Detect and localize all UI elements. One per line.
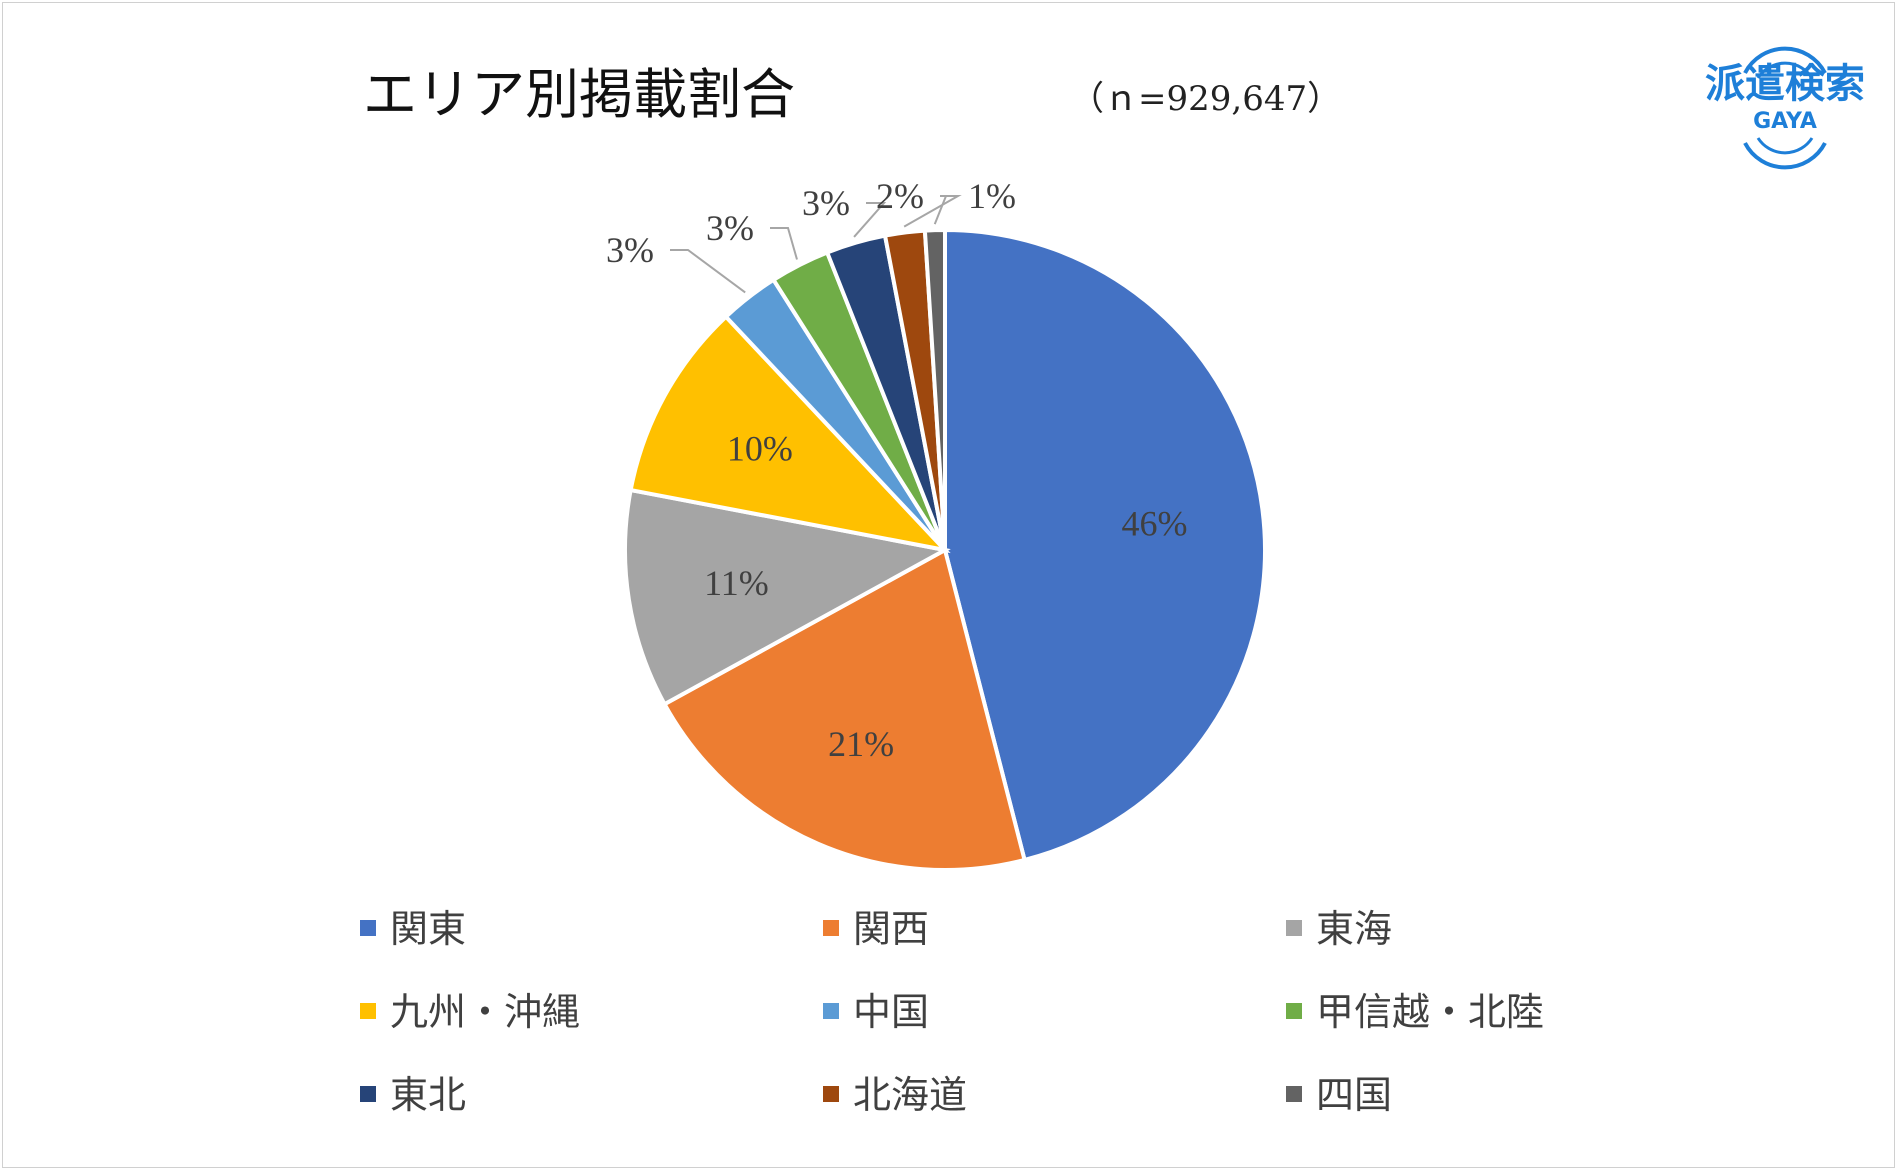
legend-item-3: 東海 xyxy=(1286,907,1392,951)
logo-arc-top xyxy=(1743,46,1827,74)
legend-item-5: 中国 xyxy=(823,990,929,1034)
pie-slice-1 xyxy=(943,227,1267,863)
legend-swatch-5 xyxy=(823,1003,839,1019)
legend-label-6: 甲信越・北陸 xyxy=(1316,990,1544,1034)
legend-swatch-2 xyxy=(823,920,839,936)
leader-line-6 xyxy=(770,227,798,260)
data-label-2: 21% xyxy=(828,724,894,764)
legend-item-4: 九州・沖縄 xyxy=(360,990,580,1034)
data-label-5: 3% xyxy=(606,230,654,270)
pie-slice-3 xyxy=(623,487,951,707)
legend-item-8: 北海道 xyxy=(823,1073,967,1117)
legend-item-7: 東北 xyxy=(360,1073,466,1117)
legend-label-8: 北海道 xyxy=(853,1073,967,1117)
leader-line-7 xyxy=(853,202,887,238)
legend-label-7: 東北 xyxy=(390,1073,466,1117)
legend-label-5: 中国 xyxy=(853,990,929,1034)
chart-title: エリア別掲載割合 xyxy=(363,63,795,126)
legend-swatch-1 xyxy=(360,920,376,936)
logo-arc-top-inner xyxy=(1756,61,1814,79)
legend-item-2: 関西 xyxy=(823,907,929,951)
legend-label-2: 関西 xyxy=(853,907,929,951)
legend-label-3: 東海 xyxy=(1316,907,1392,951)
leader-line-9 xyxy=(933,195,952,225)
data-label-6: 3% xyxy=(706,208,754,248)
leader-line-5 xyxy=(670,249,746,294)
legend-item-9: 四国 xyxy=(1286,1073,1392,1117)
pie-data-labels: 46% 21% 11% 10% 3% 3% 3% 2% 1% xyxy=(606,176,1188,764)
legend-item-1: 関東 xyxy=(360,907,466,951)
pie-leader-lines xyxy=(670,195,962,294)
data-label-7: 3% xyxy=(802,183,850,223)
data-label-1: 46% xyxy=(1122,504,1188,544)
legend-swatch-3 xyxy=(1286,920,1302,936)
logo-subtext: GAYA xyxy=(1753,109,1817,134)
legend-label-9: 四国 xyxy=(1316,1073,1392,1117)
legend-swatch-7 xyxy=(360,1086,376,1102)
legend-item-6: 甲信越・北陸 xyxy=(1286,990,1544,1034)
pie-slice-4 xyxy=(628,313,951,554)
gaya-logo: 派遣検索 GAYA xyxy=(1705,46,1865,170)
logo-text: 派遣検索 xyxy=(1705,61,1865,107)
logo-arc-bottom xyxy=(1756,137,1814,155)
data-label-8: 2% xyxy=(876,176,924,216)
pie-slice-9 xyxy=(922,227,947,551)
pie-slice-2 xyxy=(661,547,1028,872)
data-label-9: 1% xyxy=(968,176,1016,216)
legend-swatch-8 xyxy=(823,1086,839,1102)
pie-slices xyxy=(623,227,1267,872)
logo-arc-bottom-outer xyxy=(1743,142,1827,170)
data-label-4: 10% xyxy=(727,428,793,468)
chart-subtitle: （ｎ=929,647） xyxy=(1070,79,1341,119)
data-label-3: 11% xyxy=(704,563,769,603)
legend-swatch-4 xyxy=(360,1003,376,1019)
legend-label-1: 関東 xyxy=(390,907,466,951)
legend-swatch-9 xyxy=(1286,1086,1302,1102)
legend-label-4: 九州・沖縄 xyxy=(390,990,580,1034)
legend-swatch-6 xyxy=(1286,1003,1302,1019)
